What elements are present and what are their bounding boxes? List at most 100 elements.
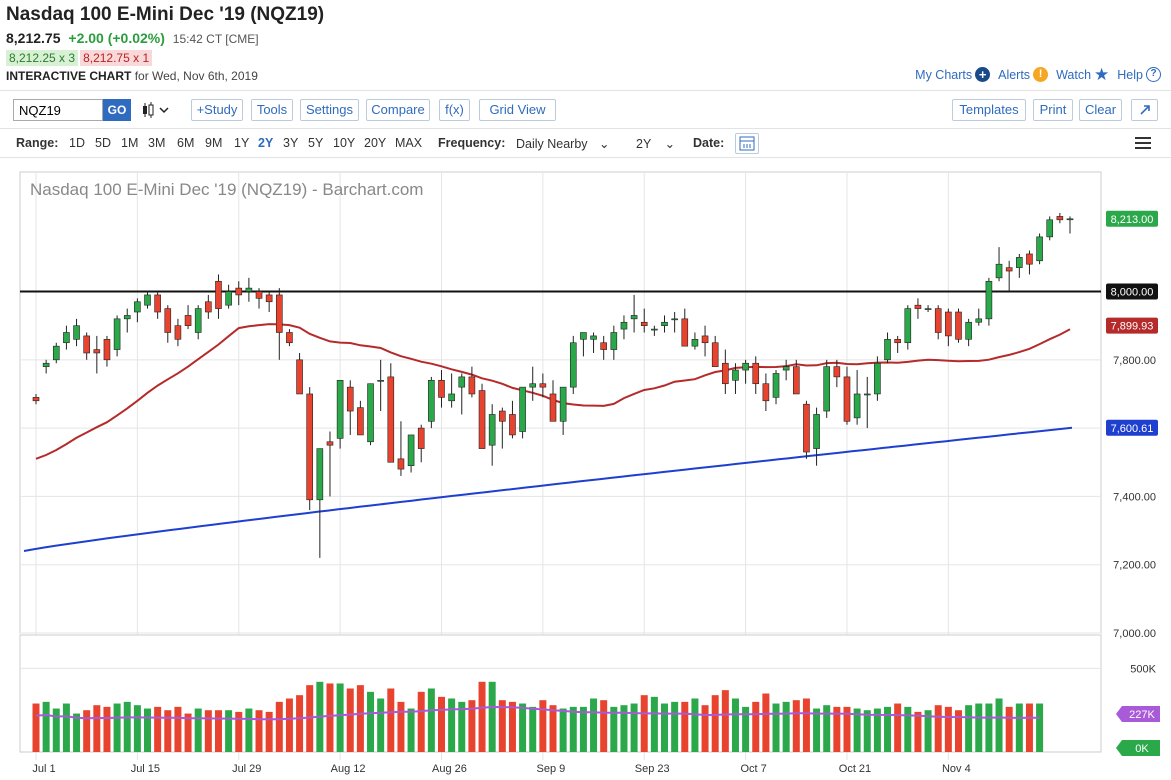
ma200-line — [23, 426, 1073, 552]
watch-link[interactable]: Watch ★ — [1056, 66, 1109, 83]
candle-body — [346, 386, 354, 412]
range-option[interactable]: 20Y — [364, 136, 387, 150]
volume-bar — [873, 708, 881, 752]
volume-bar — [306, 685, 314, 752]
volume-bar — [174, 706, 182, 752]
bid-ask: 8,212.25 x 3 8,212.75 x 1 — [6, 50, 153, 66]
range-option[interactable]: 10Y — [333, 136, 356, 150]
range-option[interactable]: 6M — [177, 136, 195, 150]
candle-body — [985, 280, 993, 320]
candle-body — [904, 308, 912, 344]
candle-body — [833, 366, 841, 378]
candle-body — [914, 304, 922, 309]
candle-body — [772, 373, 780, 398]
volume-bar — [133, 705, 141, 752]
fx-button[interactable]: f(x) — [439, 99, 470, 121]
frequency-select[interactable]: Daily Nearby ⌄ — [516, 136, 610, 151]
volume-bar — [427, 688, 435, 752]
volume-avg-tag: 227K — [1129, 709, 1155, 721]
volume-bar — [742, 706, 750, 752]
symbol-input[interactable] — [13, 99, 103, 121]
range-option[interactable]: 1Y — [234, 136, 250, 150]
volume-bar — [610, 706, 618, 752]
volume-bar — [194, 708, 202, 752]
calendar-button[interactable] — [735, 133, 759, 154]
candle-body — [123, 315, 131, 320]
help-label: Help — [1117, 67, 1143, 82]
help-link[interactable]: Help? — [1117, 67, 1161, 82]
ma50-tag-bg — [1106, 317, 1158, 334]
volume-bar — [235, 711, 243, 752]
candle-body — [113, 318, 121, 350]
candle-body — [965, 321, 972, 340]
my-charts-link[interactable]: My Charts + — [915, 67, 991, 82]
settings-button[interactable]: Settings — [300, 99, 359, 121]
chevron-down-icon: ⌄ — [599, 137, 610, 151]
volume-bar — [772, 703, 780, 752]
candle-body — [417, 427, 425, 449]
candle-body — [83, 335, 90, 354]
volume-bar — [498, 700, 506, 752]
volume-bar — [448, 698, 456, 752]
volume-bar — [701, 705, 709, 752]
candle-body — [296, 359, 303, 395]
volume-bar — [640, 695, 648, 752]
candle-body — [853, 393, 861, 419]
clear-button[interactable]: Clear — [1079, 99, 1122, 121]
candle-body — [671, 318, 678, 321]
volume-bar — [488, 681, 496, 752]
range-option[interactable]: 9M — [205, 136, 223, 150]
volume-current-tag: 0K — [1135, 743, 1149, 755]
candle-body — [600, 342, 607, 350]
price-chart[interactable]: 7,000.007,200.007,400.007,600.007,800.00… — [0, 160, 1171, 780]
candle-body — [367, 383, 374, 443]
period-select[interactable]: 2Y ⌄ — [636, 136, 675, 151]
range-option[interactable]: 1M — [121, 136, 139, 150]
volume-tick-label: 500K — [1130, 663, 1156, 675]
candle-body — [803, 403, 810, 453]
ma200-tag-bg — [1106, 419, 1158, 436]
volume-bar — [214, 710, 222, 752]
candle-body — [93, 349, 101, 354]
candle-body — [742, 362, 749, 371]
candle-body — [357, 407, 364, 436]
go-button[interactable]: GO — [103, 99, 131, 121]
candlestick-type-icon[interactable] — [141, 101, 169, 119]
hamburger-menu-icon[interactable] — [1134, 135, 1152, 151]
grid-view-button[interactable]: Grid View — [479, 99, 556, 121]
candle-body — [975, 318, 983, 323]
alerts-link[interactable]: Alerts! — [998, 67, 1049, 82]
candle-body — [711, 342, 719, 367]
range-label: Range: — [16, 136, 59, 150]
volume-bar — [924, 710, 932, 752]
volume-bar — [802, 698, 810, 752]
volume-bar — [549, 705, 557, 752]
range-option[interactable]: 3Y — [283, 136, 299, 150]
alerts-label: Alerts — [998, 67, 1031, 82]
templates-button[interactable]: Templates — [952, 99, 1026, 121]
range-bar: Range: 1D 5D 1M 3M 6M 9M 1Y 2Y 3Y 5Y 10Y… — [0, 128, 1171, 158]
range-option[interactable]: 5D — [95, 136, 111, 150]
candle-body — [387, 376, 395, 463]
range-option[interactable]: 5Y — [308, 136, 324, 150]
candle-body — [286, 332, 293, 344]
range-option[interactable]: MAX — [395, 136, 423, 150]
tools-button[interactable]: Tools — [251, 99, 293, 121]
expand-button[interactable] — [1131, 99, 1158, 121]
volume-bar — [387, 688, 395, 752]
volume-bar — [620, 705, 628, 752]
candle-body — [63, 332, 70, 344]
candle-body — [397, 458, 405, 470]
compare-button[interactable]: Compare — [366, 99, 430, 121]
ma200-tag: 7,600.61 — [1111, 423, 1154, 435]
print-button[interactable]: Print — [1033, 99, 1073, 121]
add-study-button[interactable]: +Study — [191, 99, 243, 121]
range-option[interactable]: 1D — [69, 136, 85, 150]
candle-body — [590, 335, 597, 340]
expand-icon — [1139, 105, 1150, 115]
candle-body — [235, 287, 243, 296]
range-option[interactable]: 3M — [148, 136, 166, 150]
volume-bar — [519, 703, 527, 752]
range-option-selected[interactable]: 2Y — [258, 136, 274, 150]
volume-bar — [539, 700, 547, 752]
